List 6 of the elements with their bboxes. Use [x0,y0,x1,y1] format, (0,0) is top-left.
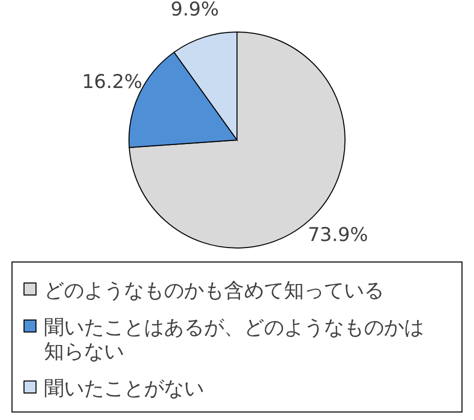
legend-label: 聞いたことはあるが、どのようなものかは知らない [44,315,424,363]
data-label: 9.9% [170,0,219,21]
legend-label: 聞いたことがない [44,376,204,400]
legend-label: どのようなものかも含めて知っている [44,278,384,302]
data-label: 16.2% [82,71,142,94]
data-label: 73.9% [308,224,368,246]
